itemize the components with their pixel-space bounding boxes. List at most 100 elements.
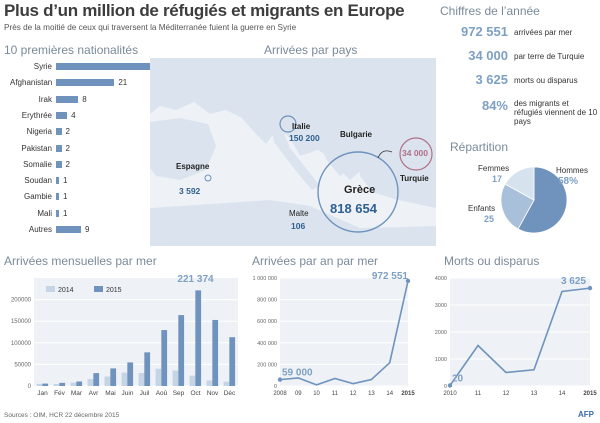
x-tick-label: 2015 [583, 391, 597, 397]
y-tick-label: 0 [274, 384, 277, 390]
x-tick-label: Mai [105, 390, 115, 397]
north-africa [150, 200, 436, 246]
nationality-bar [56, 160, 62, 168]
x-tick-label: 14 [386, 391, 393, 397]
yearly-chart-title: Arrivées par an par mer [252, 254, 379, 268]
map-value-turkey: 34 000 [402, 148, 428, 158]
bar-2015 [178, 315, 185, 386]
plot-area [34, 278, 238, 386]
nationality-label: Somalie [23, 159, 52, 169]
map-title: Arrivées par pays [264, 43, 358, 57]
nationality-label: Autres [28, 225, 52, 234]
key-figure-value: 84% [481, 98, 508, 113]
legend-swatch [46, 286, 55, 292]
bar-2014 [206, 380, 213, 386]
map-value-spain: 3 592 [179, 186, 201, 196]
first-value-annotation: 59 000 [282, 368, 313, 379]
nationality-label: Soudan [24, 176, 52, 186]
europe-map [150, 58, 436, 246]
data-line [279, 280, 409, 386]
map-value-greece: 818 654 [330, 201, 377, 216]
y-tick-label: 100000 [11, 341, 32, 347]
data-line [449, 287, 591, 386]
nationality-bar [56, 63, 181, 70]
x-tick-label: 12 [350, 391, 357, 397]
data-point-first [277, 377, 283, 382]
repartition-title: Répartition [450, 140, 509, 154]
pie-slice-hommes [517, 166, 568, 234]
bar-2015 [229, 337, 236, 386]
bar-2014 [36, 383, 43, 386]
bar-2014 [121, 372, 128, 386]
nationality-value: 9 [85, 225, 90, 234]
nationality-value: 2 [65, 143, 70, 153]
x-tick-label: Juil [140, 390, 150, 397]
land-mass [150, 58, 436, 180]
bar-2015 [110, 368, 117, 386]
femmes-label: Femmes [478, 164, 510, 173]
x-tick-label: Avr [89, 390, 99, 397]
nationalities-chart: Syrie45%Afghanistan21Irak8Erythrée4Niger… [0, 62, 210, 244]
x-tick-label: Déc [224, 390, 236, 397]
x-tick-label: Aoû [156, 390, 168, 397]
y-tick-label: 200000 [11, 298, 32, 304]
spain-circle [204, 174, 212, 182]
key-figures-panel: Chiffres de l’année 972 551 arrivées par… [438, 0, 600, 245]
italy-circle [279, 115, 297, 133]
y-tick-label: 2000 [435, 330, 447, 336]
nationality-label: Afghanistan [10, 78, 53, 88]
bar-2014 [155, 368, 162, 386]
y-tick-label: 4000 [435, 276, 447, 282]
key-figure-value: 972 551 [461, 24, 508, 39]
x-tick-label: Oct [190, 390, 200, 397]
nationality-label: Gambie [23, 192, 52, 202]
bar-2015 [195, 290, 202, 386]
y-tick-label: 400 000 [257, 341, 277, 347]
nationality-value: 1 [63, 208, 68, 218]
y-tick-label: 50000 [14, 362, 31, 368]
y-tick-label: 1 000 000 [253, 276, 277, 282]
nationality-bar [56, 144, 62, 152]
bar-2015 [93, 373, 100, 386]
x-tick-label: Jan [37, 390, 48, 397]
page-title: Plus d’un million de réfugiés et migrant… [4, 1, 405, 20]
map-label-turkey: Turquie [400, 174, 429, 183]
nationality-value: 4 [71, 110, 76, 120]
nationality-label: Nigeria [26, 127, 52, 137]
y-tick-label: 200 000 [257, 362, 277, 368]
first-value-annotation: 20 [452, 373, 464, 384]
x-tick-label: 2010 [443, 391, 457, 397]
nationality-label: Irak [38, 94, 52, 104]
x-tick-label: Sep [173, 390, 185, 397]
deaths-chart: 0 1000 2000 3000 4000 2010 11 12 13 14 2015 20 3 625 [435, 276, 598, 397]
x-tick-label: 11 [475, 391, 482, 397]
key-figure-label: arrivées par mer [514, 28, 573, 37]
yearly-arrivals-chart: 0 200 000 400 000 600 000 800 000 1 000 000 20… [253, 271, 416, 397]
bar-2015 [127, 362, 134, 386]
x-tick-label: 11 [332, 391, 339, 397]
y-tick-label: 600 000 [257, 319, 277, 325]
pie-slice-enfants [500, 183, 535, 230]
key-figure-value: 34 000 [468, 48, 508, 63]
turkey [358, 148, 436, 208]
bar-2014 [87, 379, 94, 386]
deaths-chart-title: Morts ou disparus [444, 254, 540, 268]
x-tick-label: Fév [54, 390, 66, 397]
bar-2014 [172, 370, 179, 386]
greece-circle [317, 151, 399, 233]
key-figure-label: des migrants et réfugiés viennent de 10 … [514, 99, 598, 126]
monthly-arrivals-chart: 0 50000 100000 150000 200000 Jan Fév Mar Avr Mai J… [11, 274, 238, 397]
key-figure-label: morts ou disparus [514, 76, 578, 85]
legend-label: 2014 [58, 287, 74, 294]
bar-2015 [76, 381, 83, 386]
bar-2015 [42, 383, 49, 386]
map-label-malta: Malte [289, 209, 309, 218]
key-figure-label: par terre de Turquie [514, 52, 585, 61]
nationality-bar [56, 226, 81, 233]
bulgaria-arrow [377, 150, 393, 159]
nationalities-title: 10 premières nationalités [4, 43, 139, 57]
page-subtitle: Près de la moitié de ceux qui traversent… [4, 23, 297, 32]
bar-2015 [161, 330, 168, 386]
nationality-value: 1 [63, 176, 68, 186]
x-tick-label: 13 [368, 391, 375, 397]
